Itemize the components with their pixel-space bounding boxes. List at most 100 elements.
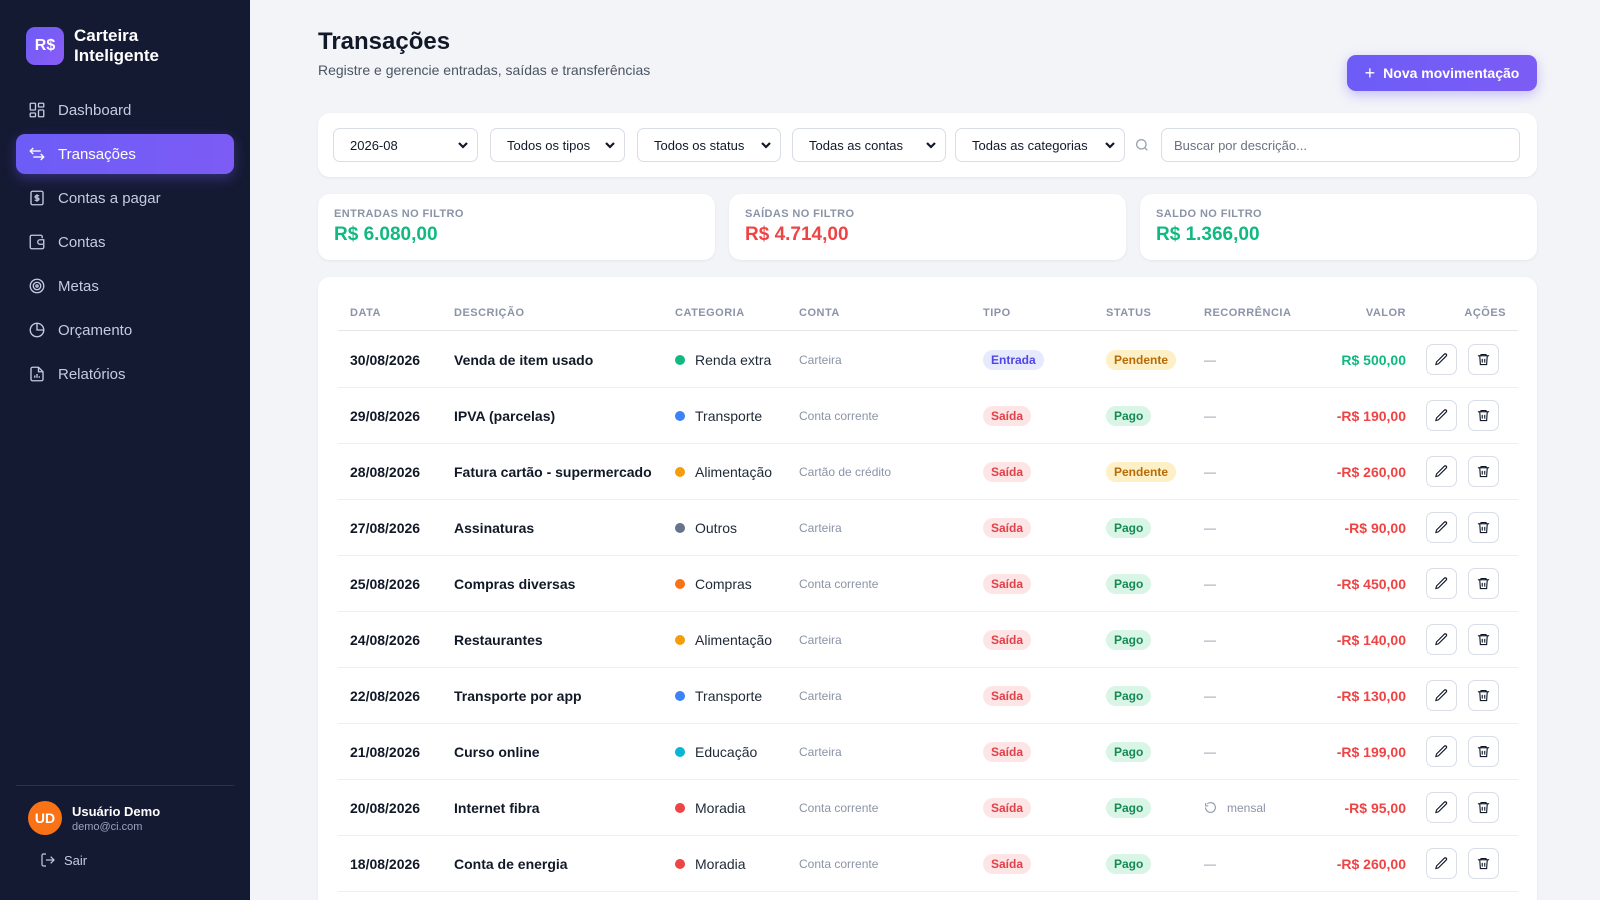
row-date: 24/08/2026: [350, 631, 421, 648]
edit-button[interactable]: [1426, 568, 1457, 599]
category-select[interactable]: Todas as categorias: [955, 128, 1125, 162]
delete-button[interactable]: [1468, 792, 1499, 823]
balance-summary-label: SALDO NO FILTRO: [1156, 208, 1263, 220]
row-recurrence: —: [1204, 667, 1216, 724]
category-dot: [675, 466, 685, 477]
sidebar-divider: [16, 785, 234, 786]
col-type[interactable]: TIPO: [983, 307, 1011, 319]
sidebar-item-orcamento[interactable]: Orçamento: [16, 310, 234, 350]
category-dot: [675, 578, 685, 589]
row-value: -R$ 450,00: [1336, 575, 1406, 592]
delete-button[interactable]: [1468, 736, 1499, 767]
delete-button[interactable]: [1468, 512, 1499, 543]
row-category: Transporte: [675, 667, 762, 724]
search-input[interactable]: [1161, 128, 1520, 162]
col-status[interactable]: STATUS: [1106, 307, 1152, 319]
row-category-label: Renda extra: [695, 351, 772, 368]
edit-button[interactable]: [1426, 848, 1457, 879]
row-date: 30/08/2026: [350, 351, 421, 368]
table-row[interactable]: 20/08/2026 Internet fibra Moradia Conta cor…: [338, 779, 1518, 836]
income-summary-value: R$ 6.080,00: [334, 224, 438, 245]
row-date: 21/08/2026: [350, 743, 421, 760]
edit-button[interactable]: [1426, 792, 1457, 823]
recurrence-label: —: [1204, 352, 1216, 367]
plus-icon: +: [1364, 62, 1376, 83]
col-recurrence[interactable]: RECORRÊNCIA: [1204, 307, 1292, 319]
edit-button[interactable]: [1426, 456, 1457, 487]
col-date[interactable]: DATA: [350, 307, 381, 319]
col-category[interactable]: CATEGORIA: [675, 307, 745, 319]
sidebar-item-transacoes[interactable]: Transações: [16, 134, 234, 174]
table-row[interactable]: 28/08/2026 Fatura cartão - supermercado Al…: [338, 443, 1518, 500]
table-row[interactable]: 18/08/2026 Conta de energia Moradia Conta c…: [338, 835, 1518, 892]
user-profile[interactable]: UD Usuário Demo demo@ci.com: [28, 801, 160, 835]
category-dot: [675, 690, 685, 701]
row-description: IPVA (parcelas): [454, 407, 556, 424]
row-category: Alimentação: [675, 443, 772, 500]
status-select[interactable]: Todos os status: [637, 128, 781, 162]
type-select[interactable]: Todos os tipos: [490, 128, 625, 162]
row-recurrence: —: [1204, 611, 1216, 668]
sidebar-item-contas-a-pagar[interactable]: Contas a pagar: [16, 178, 234, 218]
account-select[interactable]: Todas as contas: [792, 128, 946, 162]
edit-button[interactable]: [1426, 680, 1457, 711]
trash-icon: [1477, 465, 1490, 478]
edit-button[interactable]: [1426, 512, 1457, 543]
month-select[interactable]: 2026-08: [333, 128, 478, 162]
col-description[interactable]: DESCRIÇÃO: [454, 307, 525, 319]
table-row[interactable]: 25/08/2026 Compras diversas Compras Conta c…: [338, 555, 1518, 612]
row-type: Saída: [983, 667, 1032, 724]
grid-icon: [28, 101, 46, 119]
logout-button[interactable]: Sair: [40, 852, 87, 868]
row-category: Moradia: [675, 835, 746, 892]
table-row[interactable]: 22/08/2026 Transporte por app Transporte Ca…: [338, 667, 1518, 724]
new-transaction-button[interactable]: + Nova movimentação: [1347, 55, 1537, 91]
row-account: Conta corrente: [799, 576, 879, 591]
search-icon: [1134, 137, 1150, 153]
table-row[interactable]: 29/08/2026 IPVA (parcelas) Transporte Conta…: [338, 387, 1518, 444]
row-description: Transporte por app: [454, 687, 582, 704]
table-row[interactable]: 30/08/2026 Venda de item usado Renda extra…: [338, 331, 1518, 388]
delete-button[interactable]: [1468, 456, 1499, 487]
row-description: Compras diversas: [454, 575, 576, 592]
col-account[interactable]: CONTA: [799, 307, 840, 319]
avatar: UD: [28, 801, 62, 835]
edit-button[interactable]: [1426, 344, 1457, 375]
col-value[interactable]: VALOR: [1365, 307, 1406, 319]
edit-button[interactable]: [1426, 400, 1457, 431]
income-summary-label: ENTRADAS NO FILTRO: [334, 208, 464, 220]
row-type: Entrada: [983, 331, 1044, 388]
row-account: Cartão de crédito: [799, 464, 892, 479]
row-recurrence: —: [1204, 331, 1216, 388]
brand-logo: R$: [26, 27, 64, 65]
logout-label: Sair: [64, 852, 88, 868]
delete-button[interactable]: [1468, 400, 1499, 431]
delete-button[interactable]: [1468, 344, 1499, 375]
chevron-down-icon: [760, 139, 772, 151]
type-badge: Saída: [983, 685, 1032, 706]
row-account: Carteira: [799, 352, 842, 367]
delete-button[interactable]: [1468, 624, 1499, 655]
sidebar-item-relatorios[interactable]: Relatórios: [16, 354, 234, 394]
table-row[interactable]: 21/08/2026 Curso online Educação Carteira Sa…: [338, 723, 1518, 780]
trash-icon: [1477, 745, 1490, 758]
edit-button[interactable]: [1426, 624, 1457, 655]
delete-button[interactable]: [1468, 848, 1499, 879]
sidebar-item-dashboard[interactable]: Dashboard: [16, 90, 234, 130]
row-account: Carteira: [799, 520, 842, 535]
chevron-down-icon: [925, 139, 937, 151]
chevron-down-icon: [1104, 139, 1116, 151]
recurrence-label: —: [1204, 688, 1216, 703]
table-row[interactable]: 27/08/2026 Assinaturas Outros Carteira Saída…: [338, 499, 1518, 556]
wallet-icon: [28, 233, 46, 251]
category-dot: [675, 522, 685, 533]
sidebar-item-metas[interactable]: Metas: [16, 266, 234, 306]
edit-button[interactable]: [1426, 736, 1457, 767]
row-status: Pago: [1106, 723, 1152, 780]
delete-button[interactable]: [1468, 680, 1499, 711]
sidebar-item-contas[interactable]: Contas: [16, 222, 234, 262]
row-account: Conta corrente: [799, 408, 879, 423]
table-row[interactable]: 24/08/2026 Restaurantes Alimentação Carteir…: [338, 611, 1518, 668]
row-category: Moradia: [675, 779, 746, 836]
delete-button[interactable]: [1468, 568, 1499, 599]
